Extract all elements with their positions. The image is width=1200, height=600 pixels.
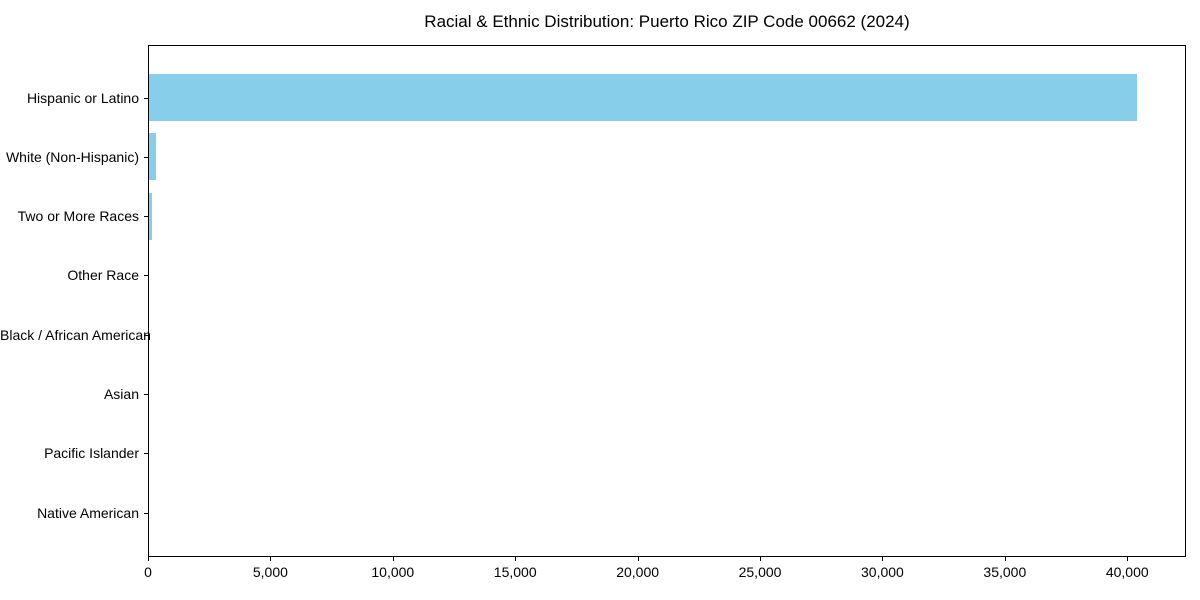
- y-tick-label: Asian: [103, 386, 139, 402]
- bar: [149, 133, 157, 181]
- x-tick-mark: [760, 557, 762, 561]
- y-tick-mark: [144, 97, 148, 99]
- x-tick-mark: [1004, 557, 1006, 561]
- y-tick-label: Native American: [37, 504, 139, 521]
- x-tick-mark: [392, 557, 394, 561]
- y-tick-label: Pacific Islander: [44, 445, 139, 462]
- x-tick-label: 15,000: [493, 564, 537, 580]
- y-tick-label: Hispanic or Latino: [26, 89, 139, 106]
- x-tick-mark: [1127, 557, 1129, 561]
- y-tick-label: White (Non-Hispanic): [5, 148, 139, 165]
- y-tick-mark: [144, 275, 148, 277]
- y-tick-label: Two or More Races: [17, 208, 139, 225]
- bar: [149, 192, 153, 240]
- y-tick-mark: [144, 156, 148, 158]
- x-tick-label: 5,000: [252, 564, 288, 580]
- x-tick-label: 0: [144, 564, 152, 580]
- x-tick-label: 35,000: [983, 564, 1027, 580]
- x-tick-mark: [148, 557, 149, 561]
- x-tick-label: 30,000: [861, 564, 904, 580]
- y-tick-mark: [144, 216, 148, 218]
- x-tick-mark: [637, 557, 639, 561]
- y-tick-mark: [144, 453, 148, 455]
- plot-area: [148, 45, 1186, 557]
- x-tick-mark: [882, 557, 884, 561]
- x-tick-mark: [515, 557, 517, 561]
- y-tick-mark: [144, 394, 148, 395]
- x-tick-mark: [270, 557, 272, 561]
- y-tick-mark: [144, 334, 148, 336]
- x-tick-label: 25,000: [738, 564, 782, 580]
- chart-title: Racial & Ethnic Distribution: Puerto Ric…: [424, 12, 910, 31]
- x-tick-label: 10,000: [371, 564, 415, 580]
- y-tick-label: Other Race: [67, 267, 139, 284]
- x-tick-label: 40,000: [1105, 564, 1149, 580]
- y-tick-label: Black / African American: [0, 326, 151, 343]
- bar: [149, 74, 1137, 121]
- x-tick-label: 20,000: [616, 564, 660, 580]
- y-tick-mark: [144, 512, 148, 514]
